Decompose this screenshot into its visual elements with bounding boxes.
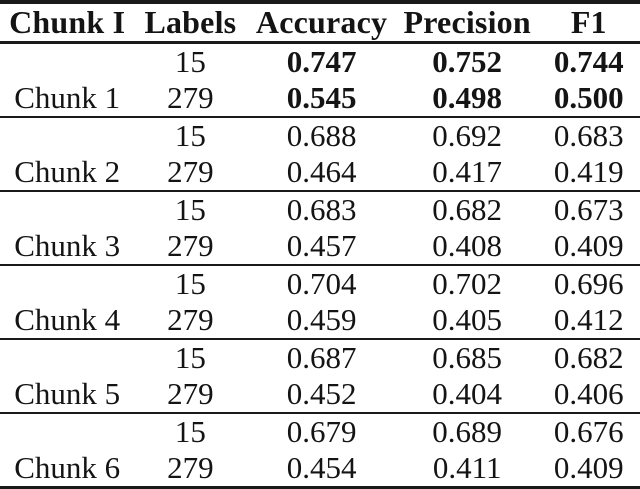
f1-cell: 0.409: [553, 450, 624, 485]
precision-cell: 0.411: [432, 450, 502, 485]
empty-cell: [0, 339, 134, 376]
accuracy-cell: 0.683: [286, 192, 357, 227]
labels-cell: 279: [167, 302, 214, 337]
f1-cell: 0.406: [553, 376, 624, 411]
column-header-f1: F1: [537, 2, 640, 44]
table-row: 15 0.747 0.752 0.744: [0, 43, 640, 81]
labels-cell: 279: [167, 154, 214, 189]
empty-cell: [0, 413, 134, 450]
table-row: 15 0.688 0.692 0.683: [0, 117, 640, 154]
table-row: 15 0.679 0.689 0.676: [0, 413, 640, 450]
f1-cell: 0.409: [553, 228, 624, 263]
precision-cell: 0.689: [432, 414, 503, 449]
chunk-label-cell: Chunk 5: [14, 376, 121, 411]
accuracy-cell: 0.687: [286, 340, 357, 375]
labels-cell: 15: [174, 44, 206, 79]
table-row: Chunk 6 279 0.454 0.411 0.409: [0, 450, 640, 488]
labels-cell: 15: [174, 414, 206, 449]
labels-cell: 279: [167, 376, 214, 411]
accuracy-cell: 0.464: [286, 154, 357, 189]
accuracy-cell: 0.545: [286, 80, 357, 115]
labels-cell: 15: [174, 266, 206, 301]
f1-cell: 0.696: [553, 266, 624, 301]
labels-cell: 15: [174, 192, 206, 227]
accuracy-cell: 0.457: [286, 228, 357, 263]
chunk-4-group: 15 0.704 0.702 0.696 Chunk 4 279 0.459 0…: [0, 265, 640, 339]
accuracy-cell: 0.459: [286, 302, 357, 337]
f1-cell: 0.683: [553, 118, 624, 153]
f1-cell: 0.500: [553, 80, 624, 115]
accuracy-cell: 0.747: [286, 44, 357, 79]
precision-cell: 0.692: [432, 118, 503, 153]
accuracy-cell: 0.454: [286, 450, 357, 485]
precision-cell: 0.498: [432, 80, 503, 115]
column-header-chunk: Chunk I: [0, 2, 135, 44]
precision-cell: 0.682: [432, 192, 503, 227]
table-row: 15 0.683 0.682 0.673: [0, 191, 640, 228]
precision-cell: 0.702: [432, 266, 503, 301]
labels-cell: 279: [167, 450, 214, 485]
labels-cell: 279: [167, 228, 214, 263]
precision-cell: 0.404: [432, 376, 503, 411]
precision-cell: 0.405: [432, 302, 503, 337]
table-row: Chunk 5 279 0.452 0.404 0.406: [0, 376, 640, 413]
accuracy-cell: 0.688: [286, 118, 357, 153]
table-row: Chunk 2 279 0.464 0.417 0.419: [0, 154, 640, 191]
chunk-1-group: 15 0.747 0.752 0.744 Chunk 1 279 0.545 0…: [0, 43, 640, 118]
table-row: 15 0.687 0.685 0.682: [0, 339, 640, 376]
empty-cell: [0, 265, 134, 302]
accuracy-cell: 0.679: [286, 414, 357, 449]
accuracy-cell: 0.452: [286, 376, 357, 411]
accuracy-cell: 0.704: [286, 266, 357, 301]
chunk-label-cell: Chunk 3: [14, 228, 121, 263]
column-header-labels: Labels: [134, 2, 247, 44]
labels-cell: 279: [167, 80, 214, 115]
labels-cell: 15: [174, 340, 206, 375]
f1-cell: 0.682: [553, 340, 624, 375]
chunk-5-group: 15 0.687 0.685 0.682 Chunk 5 279 0.452 0…: [0, 339, 640, 413]
labels-cell: 15: [174, 118, 206, 153]
table-header-row: Chunk I Labels Accuracy Precision F1: [0, 2, 640, 44]
column-header-precision: Precision: [396, 2, 538, 44]
empty-cell: [0, 191, 134, 228]
precision-cell: 0.685: [432, 340, 503, 375]
precision-cell: 0.417: [432, 154, 503, 189]
empty-cell: [0, 117, 134, 154]
chunk-label-cell: Chunk 6: [14, 450, 121, 485]
precision-cell: 0.752: [432, 44, 503, 79]
chunk-label-cell: Chunk 2: [14, 154, 121, 189]
chunk-2-group: 15 0.688 0.692 0.683 Chunk 2 279 0.464 0…: [0, 117, 640, 191]
table-row: Chunk 1 279 0.545 0.498 0.500: [0, 80, 640, 117]
f1-cell: 0.676: [553, 414, 624, 449]
chunk-6-group: 15 0.679 0.689 0.676 Chunk 6 279 0.454 0…: [0, 413, 640, 488]
f1-cell: 0.419: [553, 154, 624, 189]
chunk-label-cell: Chunk 4: [14, 302, 121, 337]
f1-cell: 0.673: [553, 192, 624, 227]
chunk-label-cell: Chunk 1: [14, 80, 121, 115]
empty-cell: [0, 43, 134, 81]
column-header-accuracy: Accuracy: [246, 2, 397, 44]
table-row: 15 0.704 0.702 0.696: [0, 265, 640, 302]
f1-cell: 0.744: [553, 44, 624, 79]
precision-cell: 0.408: [432, 228, 503, 263]
table-row: Chunk 3 279 0.457 0.408 0.409: [0, 228, 640, 265]
chunk-3-group: 15 0.683 0.682 0.673 Chunk 3 279 0.457 0…: [0, 191, 640, 265]
table-row: Chunk 4 279 0.459 0.405 0.412: [0, 302, 640, 339]
f1-cell: 0.412: [553, 302, 624, 337]
